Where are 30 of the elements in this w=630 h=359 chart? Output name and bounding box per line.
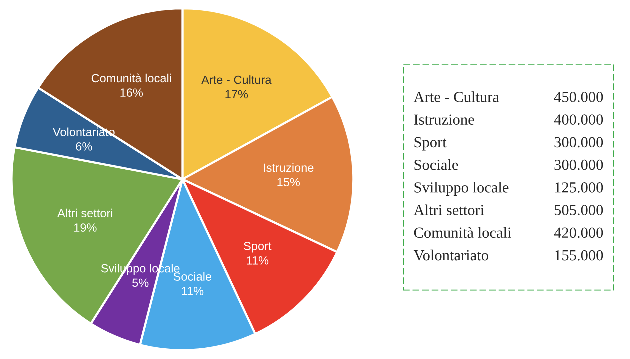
slice-label: Altri settori xyxy=(58,208,113,218)
text: 300.000 xyxy=(554,160,604,170)
text: 125.000 xyxy=(555,182,604,193)
data-label: 11% xyxy=(182,287,204,296)
data-label: 19% xyxy=(74,224,97,232)
slice-label: Istruzione xyxy=(264,163,314,172)
data-label: 15% xyxy=(278,178,300,187)
text: Sviluppo locale xyxy=(414,182,509,196)
text: Istruzione xyxy=(414,114,474,125)
data-label: 6% xyxy=(76,142,92,151)
text: 300.000 xyxy=(554,137,604,148)
data-label: 11% xyxy=(247,256,269,265)
text: 420.000 xyxy=(554,228,604,238)
text: 400.000 xyxy=(554,114,604,126)
text: Comunità locali xyxy=(414,227,512,238)
text: Arte - Cultura xyxy=(414,92,500,102)
slice-label: Sport xyxy=(244,242,272,253)
data-label: 16% xyxy=(120,88,144,97)
data-label: 5% xyxy=(132,278,149,288)
text: 505.000 xyxy=(554,205,604,216)
text: Altri settori xyxy=(414,204,484,216)
text: 450.000 xyxy=(554,92,604,102)
text: 155.000 xyxy=(555,250,604,261)
slice-label: Comunità locali xyxy=(92,74,172,83)
text: Volontariato xyxy=(414,250,488,261)
slice-label: Arte - Cultura xyxy=(202,76,272,84)
slice-label: Sociale xyxy=(174,272,212,281)
data-label: 17% xyxy=(226,90,248,99)
text: Sociale xyxy=(414,159,458,170)
text: Sport xyxy=(414,137,447,151)
